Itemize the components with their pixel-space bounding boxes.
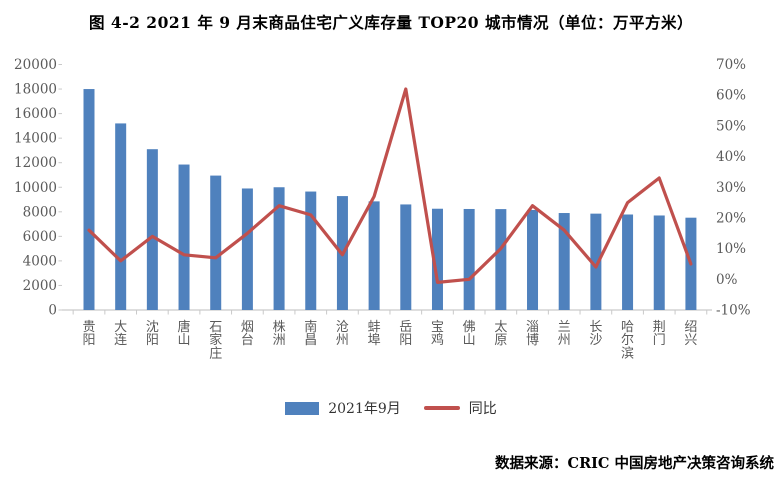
bars-series [83,89,697,310]
yoy-line [87,87,693,284]
svg-text:0%: 0% [716,272,738,288]
bar [495,209,507,310]
source-note: 数据来源：CRIC 中国房地产决策咨询系统 [495,455,774,472]
x-label: 唐山 [178,319,191,348]
bar [653,215,665,310]
x-label: 宝鸡 [431,320,444,348]
x-label: 烟台 [241,320,254,348]
x-label: 佛山 [463,320,476,348]
x-axis [62,309,712,315]
x-label: 绍兴 [684,320,697,348]
svg-text:30%: 30% [716,180,746,196]
bar [463,208,475,310]
svg-text:20000: 20000 [14,57,57,73]
svg-text:10000: 10000 [14,180,57,196]
x-label: 淄博 [526,320,539,348]
chart-title: 图 4-2 2021 年 9 月末商品住宅广义库存量 TOP20 城市情况（单位… [89,13,693,32]
x-label: 岳阳 [399,320,412,348]
right-axis-labels: -10% 0% 10% 20% 30% 40% 50% 60% 70% [716,57,751,319]
svg-text:18000: 18000 [14,82,57,98]
svg-text:6000: 6000 [23,229,57,245]
svg-text:14000: 14000 [14,131,57,147]
svg-text:4000: 4000 [23,253,57,269]
bar [146,149,158,310]
bar [622,214,634,310]
bar [558,213,570,310]
svg-text:70%: 70% [716,57,746,73]
svg-text:10%: 10% [716,241,746,257]
svg-text:-10%: -10% [716,303,751,319]
svg-text:2000: 2000 [23,278,57,294]
legend-bar-label: 2021年9月 [328,401,401,417]
bar [431,208,443,310]
x-label: 石家庄 [209,320,222,361]
x-label: 蚌埠 [368,320,381,348]
x-label: 兰州 [558,320,571,348]
x-label: 大连 [114,320,127,348]
legend-bar-swatch [285,401,320,415]
x-label: 贵阳 [82,320,95,348]
x-label: 沈阳 [146,320,159,348]
bar [368,201,380,310]
svg-text:20%: 20% [716,210,746,226]
bar [210,175,222,310]
svg-text:0: 0 [48,303,57,319]
bar [178,164,190,310]
svg-text:40%: 40% [716,149,746,165]
legend-line-label: 同比 [468,401,497,417]
svg-text:60%: 60% [716,88,746,104]
svg-text:12000: 12000 [14,155,57,171]
svg-text:8000: 8000 [23,204,57,220]
bar [115,123,127,310]
bar [273,187,285,310]
bar [590,213,602,310]
bar [527,209,539,310]
left-axis-labels: 0 2000 4000 6000 8000 10000 12000 14000 16000 180… [14,57,62,319]
chart-legend: 2021年9月 同比 [0,399,782,417]
bar [83,89,95,310]
x-label: 哈尔滨 [621,320,634,361]
bar [305,191,317,310]
x-label: 南昌 [304,319,317,348]
bar [400,204,412,310]
bar [241,188,253,310]
x-label: 沧州 [336,319,349,348]
x-label: 株洲 [273,320,286,348]
x-label: 太原 [494,320,507,348]
x-label: 长沙 [589,320,602,348]
svg-text:50%: 50% [716,118,746,134]
svg-text:16000: 16000 [14,106,57,122]
legend-line-swatch [423,406,460,410]
x-label: 荆门 [653,319,666,348]
